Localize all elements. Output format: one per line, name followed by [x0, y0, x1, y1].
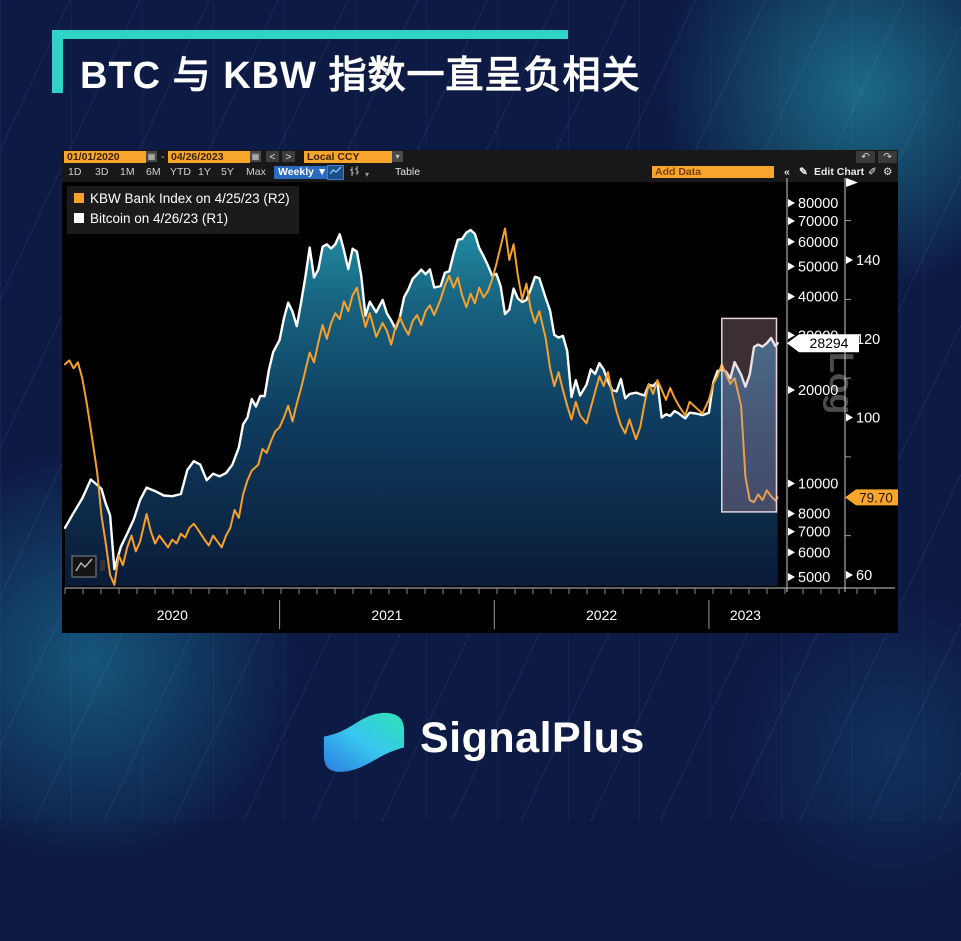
r2-tick: [846, 571, 853, 579]
r1-tick-label: 8000: [798, 507, 830, 523]
start-date-input[interactable]: 01/01/2020: [64, 151, 146, 163]
legend-item-bitcoin: Bitcoin on 4/26/23 (R1): [74, 209, 290, 229]
toolbar-date-row: 01/01/2020 ▦ - 04/26/2023 ▦ < > Local CC…: [62, 150, 898, 165]
price-tag-kbw-value: 79.70: [859, 490, 893, 505]
r1-tick-label: 70000: [798, 214, 838, 230]
legend-label-bitcoin: Bitcoin on 4/26/23 (R1): [90, 211, 229, 226]
chart-canvas: Log 2020 2021 2022 2023 80000 70000 60000 50000 4…: [63, 178, 898, 629]
r1-tick-label: 80000: [798, 196, 838, 212]
legend-item-kbw: KBW Bank Index on 4/25/23 (R2): [74, 189, 290, 209]
r1-tick: [788, 292, 795, 301]
tab-period-1y[interactable]: 1Y: [198, 166, 211, 178]
r1-tick: [788, 199, 795, 208]
log-scale-label: Log: [822, 352, 860, 414]
tab-period-1d[interactable]: 1D: [68, 166, 82, 178]
r1-tick-label: 50000: [798, 259, 838, 275]
bloomberg-chart-panel: 01/01/2020 ▦ - 04/26/2023 ▦ < > Local CC…: [62, 150, 898, 633]
kbw-line[interactable]: [64, 227, 779, 586]
chart-legend: KBW Bank Index on 4/25/23 (R2) Bitcoin o…: [67, 186, 299, 234]
r1-tick: [788, 573, 795, 581]
r2-tick-label: 120: [856, 332, 880, 348]
x-axis-year-label: 2023: [730, 607, 761, 623]
annotate-icon[interactable]: ✐: [868, 166, 877, 178]
r2-tick: [846, 256, 853, 264]
calendar-icon[interactable]: ▦: [250, 151, 261, 162]
r1-tick: [788, 217, 795, 226]
legend-label-kbw: KBW Bank Index on 4/25/23 (R2): [90, 191, 290, 206]
price-tag-kbw: [845, 489, 898, 506]
r1-tick: [788, 237, 795, 246]
bitcoin-line[interactable]: [63, 228, 779, 571]
r2-tick-label: 100: [856, 411, 880, 427]
edit-chart-button[interactable]: Edit Chart: [814, 166, 865, 178]
price-tag-bitcoin-value: 28294: [810, 335, 849, 351]
table-button[interactable]: Table: [395, 166, 421, 178]
r1-tick-label: 5000: [798, 570, 830, 586]
chart-type-icon[interactable]: [71, 555, 105, 578]
legend-swatch-bitcoin: [74, 213, 84, 223]
title-accent-bar-horizontal: [52, 30, 568, 39]
x-axis-year-label: 2021: [371, 607, 402, 623]
ohlc-bars-icon[interactable]: [347, 166, 362, 179]
toolbar-controls-row: 1D 3D 1M 6M YTD 1Y 5Y Max Weekly ▼ ▾ Tab…: [62, 165, 898, 182]
tab-period-6m[interactable]: 6M: [146, 166, 161, 178]
frequency-select[interactable]: Weekly ▼: [274, 166, 332, 179]
undo-icon[interactable]: ↶: [856, 151, 875, 163]
r2-tick-label: 60: [856, 568, 872, 584]
x-axis-year-label: 2020: [157, 607, 188, 623]
tab-period-5y[interactable]: 5Y: [221, 166, 234, 178]
calendar-icon[interactable]: ▦: [146, 151, 157, 162]
r1-tick-label: 60000: [798, 235, 838, 251]
r1-tick-label: 20000: [798, 383, 838, 399]
r1-tick: [788, 509, 795, 518]
currency-select[interactable]: Local CCY: [304, 151, 392, 163]
highlight-box: [721, 317, 778, 513]
settings-gear-icon[interactable]: ⚙: [883, 166, 893, 178]
redo-icon[interactable]: ↷: [878, 151, 897, 163]
page-title: BTC 与 KBW 指数一直呈负相关: [80, 55, 641, 97]
chart-type-dropdown-caret-icon[interactable]: ▾: [365, 170, 370, 179]
tab-period-3d[interactable]: 3D: [95, 166, 109, 178]
r1-tick: [788, 331, 795, 340]
tab-period-max[interactable]: Max: [246, 166, 266, 178]
price-tag-bitcoin: [787, 334, 859, 353]
end-date-input[interactable]: 04/26/2023: [168, 151, 250, 163]
r1-tick-label: 10000: [798, 477, 838, 493]
add-data-field[interactable]: Add Data: [652, 166, 774, 178]
date-range-separator: -: [161, 151, 165, 163]
brand-name: SignalPlus: [420, 714, 645, 762]
prev-range-button[interactable]: <: [266, 151, 279, 163]
collapse-panel-button[interactable]: «: [784, 166, 790, 178]
bitcoin-area-fill: [65, 230, 778, 586]
tab-period-1m[interactable]: 1M: [120, 166, 135, 178]
signalplus-logo-icon: [323, 712, 405, 772]
r1-tick: [788, 548, 795, 557]
tab-period-ytd[interactable]: YTD: [170, 166, 191, 178]
line-chart-type-icon[interactable]: [327, 165, 344, 180]
legend-swatch-kbw: [74, 193, 84, 203]
currency-dropdown-caret-icon[interactable]: ▾: [392, 151, 403, 162]
r1-tick: [788, 386, 795, 395]
r1-tick-label: 40000: [798, 290, 838, 306]
r1-tick: [788, 262, 795, 271]
r1-tick-label: 7000: [798, 525, 830, 541]
r2-tick-label: 140: [856, 253, 880, 269]
edit-pencil-icon[interactable]: ✎: [799, 166, 808, 178]
r1-tick-label: 6000: [798, 545, 830, 561]
title-accent-bar-vertical: [52, 30, 63, 93]
x-axis-year-label: 2022: [586, 607, 617, 623]
r1-tick: [788, 479, 795, 488]
r2-tick: [846, 413, 853, 422]
next-range-button[interactable]: >: [282, 151, 295, 163]
r1-tick: [788, 527, 795, 536]
flag-icon: [846, 178, 858, 187]
